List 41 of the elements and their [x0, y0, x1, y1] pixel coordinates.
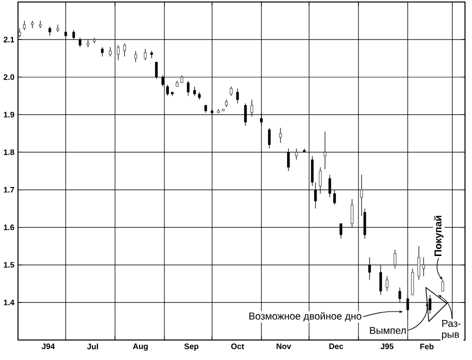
candlestick: [394, 250, 396, 269]
candlestick: [411, 268, 414, 296]
candlestick: [340, 223, 342, 239]
annotation: Покупай: [434, 216, 444, 256]
candlestick: [260, 112, 263, 126]
candlestick: [210, 108, 214, 115]
candlestick: [386, 276, 388, 292]
candlestick: [108, 46, 112, 57]
candlestick: [318, 166, 322, 194]
candlestick: [193, 86, 196, 96]
candlestick: [116, 44, 120, 61]
candlestick: [134, 50, 138, 62]
candlestick: [100, 46, 104, 57]
candlestick: [268, 128, 271, 149]
candlestick: [48, 26, 52, 36]
candlestick: [236, 88, 239, 104]
candlestick: [186, 80, 190, 96]
candlestick: [250, 99, 254, 117]
candlestick: [328, 174, 332, 198]
candlestick: [123, 43, 126, 57]
candlestick: [166, 84, 169, 96]
annotation: Раз-рыв: [442, 320, 461, 340]
candlestick: [279, 128, 282, 144]
annotation: Возможное двойное дно: [249, 312, 362, 322]
candlestick: [324, 131, 326, 170]
candlestick: [333, 189, 336, 206]
candlestick: [379, 264, 382, 296]
candlestick: [441, 280, 444, 292]
candlestick: [155, 62, 158, 80]
candlestick: [287, 148, 290, 172]
candlestick: [314, 182, 317, 209]
candlestick: [310, 156, 314, 186]
candlestick: [368, 257, 371, 280]
candlestick: [244, 103, 247, 126]
candlestick: [161, 74, 164, 87]
annotation: Вымпел: [370, 326, 406, 334]
candlestick: [295, 148, 298, 160]
candlestick: [350, 198, 354, 228]
candlestick: [230, 86, 232, 96]
candlestick: [23, 20, 26, 30]
candlestick: [144, 48, 147, 61]
